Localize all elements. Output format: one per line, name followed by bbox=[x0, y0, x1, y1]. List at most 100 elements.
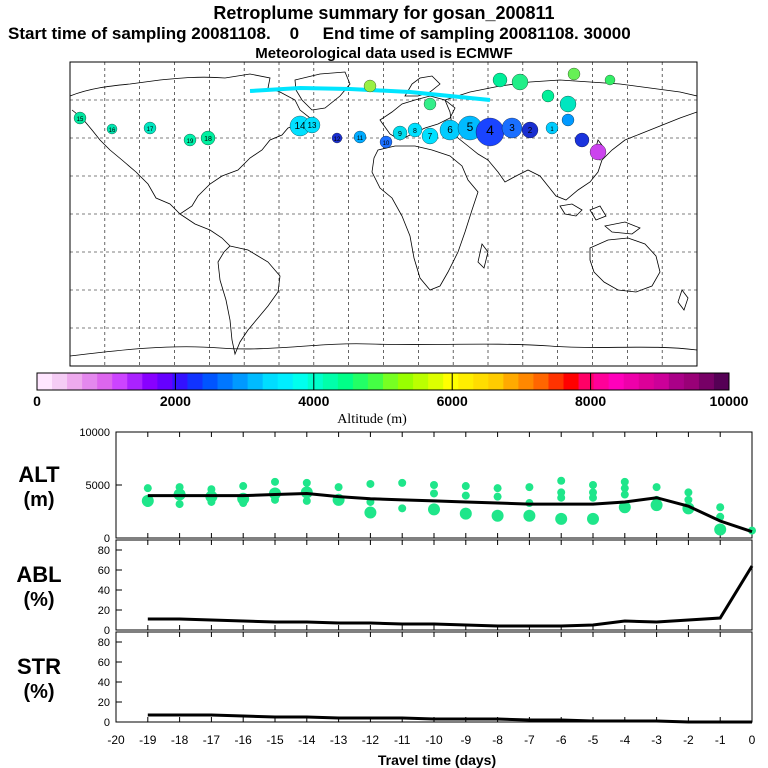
colorbar-swatch bbox=[518, 373, 534, 390]
colorbar-swatch bbox=[653, 373, 670, 390]
met-data-label: Meteorological data used is ECMWF bbox=[255, 45, 513, 62]
map-marker-label: 12 bbox=[334, 137, 341, 143]
panel-alt: 10000 5000 0 ALT(m) bbox=[18, 427, 756, 545]
altitude-point bbox=[557, 493, 566, 502]
colorbar-tick-label: 6000 bbox=[437, 393, 468, 409]
map-plume-marker bbox=[331, 132, 343, 144]
map-marker-label: 5 bbox=[467, 120, 474, 134]
map-plume-marker bbox=[423, 97, 437, 111]
map-marker-label: 19 bbox=[187, 139, 194, 145]
altitude-point bbox=[271, 477, 279, 486]
colorbar-swatch bbox=[262, 373, 279, 390]
colorbar-swatch bbox=[82, 373, 98, 390]
x-tick-label: -5 bbox=[588, 733, 599, 747]
colorbar-swatch bbox=[112, 373, 128, 390]
map-marker-label: 18 bbox=[204, 136, 212, 143]
x-tick-label: -3 bbox=[651, 733, 662, 747]
altitude-point bbox=[620, 477, 629, 486]
altitude-point bbox=[364, 506, 377, 519]
map-plume-marker bbox=[604, 74, 616, 86]
start-time-label: Start time of sampling 20081108. bbox=[8, 24, 271, 43]
panel-yunit: (%) bbox=[23, 681, 54, 703]
map-marker-label: 9 bbox=[398, 131, 402, 138]
colorbar-swatch bbox=[127, 373, 143, 390]
x-axis-label: Travel time (days) bbox=[378, 752, 496, 768]
map-plume-marker bbox=[545, 121, 559, 135]
altitude-point bbox=[398, 478, 407, 487]
colorbar-swatch bbox=[668, 373, 685, 390]
colorbar-swatch bbox=[232, 373, 249, 390]
altitude-point bbox=[684, 488, 693, 497]
x-tick-label: -11 bbox=[394, 733, 411, 747]
map-plume-marker bbox=[392, 125, 408, 141]
altitude-point bbox=[557, 476, 566, 485]
map-plume-marker bbox=[353, 130, 367, 144]
altitude-point bbox=[239, 482, 248, 491]
colorbar-swatch bbox=[277, 373, 294, 390]
altitude-point bbox=[491, 509, 504, 522]
x-tick-label: -9 bbox=[460, 733, 471, 747]
colorbar-swatch bbox=[473, 373, 489, 390]
map-plume-marker bbox=[303, 116, 321, 134]
colorbar-tick-label: 10000 bbox=[710, 393, 749, 409]
time-series-panels: 1000050000ALT(m)806040200ABL(%)806040200… bbox=[16, 427, 756, 747]
colorbar-swatch bbox=[428, 373, 444, 390]
map-plume-marker bbox=[73, 111, 87, 125]
altitude-point bbox=[555, 512, 568, 525]
colorbar-label: Altitude (m) bbox=[337, 412, 407, 427]
map-marker-label: 17 bbox=[147, 127, 154, 133]
colorbar-swatch bbox=[307, 373, 324, 390]
colorbar-swatch bbox=[172, 373, 188, 390]
altitude-point bbox=[461, 491, 470, 500]
altitude-point bbox=[589, 481, 597, 489]
panel-ylabel: STR bbox=[17, 654, 61, 679]
colorbar-swatch bbox=[713, 373, 730, 390]
altitude-point bbox=[525, 483, 534, 492]
map-marker-label: 1 bbox=[550, 127, 554, 133]
map-plume-marker bbox=[200, 130, 216, 146]
altitude-point bbox=[334, 483, 343, 492]
panel-yunit: (m) bbox=[23, 489, 54, 511]
map-plume-marker bbox=[407, 122, 423, 138]
map-plume-marker bbox=[541, 89, 555, 103]
map-marker-label: 2 bbox=[528, 126, 533, 135]
altitude-colorbar: 0 2000 4000 6000 8000 10000 bbox=[33, 372, 749, 409]
map-plume-marker bbox=[567, 67, 581, 81]
map-marker-label: 4 bbox=[486, 122, 494, 138]
colorbar-swatch bbox=[623, 373, 640, 390]
altitude-point bbox=[459, 507, 472, 520]
panel-str: 80 60 40 20 0 STR(%) bbox=[17, 631, 753, 729]
colorbar-swatch bbox=[337, 373, 354, 390]
sampling-times: Start time of sampling 20081108. 0 End t… bbox=[8, 24, 768, 44]
map-marker-label: 11 bbox=[357, 136, 364, 142]
colorbar-swatch bbox=[352, 373, 369, 390]
map-marker-label: 13 bbox=[308, 121, 317, 130]
altitude-point bbox=[302, 478, 311, 487]
map-plume-marker bbox=[143, 121, 157, 135]
altitude-point bbox=[589, 493, 597, 502]
altitude-point bbox=[428, 503, 440, 516]
colorbar-tick-label: 0 bbox=[33, 393, 41, 409]
start-time-value: 0 bbox=[289, 24, 300, 43]
altitude-point bbox=[430, 481, 438, 489]
map-marker-label: 10 bbox=[383, 141, 390, 147]
series-line bbox=[147, 491, 753, 534]
colorbar-swatch bbox=[292, 373, 309, 390]
map-plume-marker bbox=[559, 95, 577, 113]
colorbar-swatch bbox=[37, 373, 53, 390]
colorbar-swatch bbox=[608, 373, 625, 390]
y-tick-label: 80 bbox=[98, 637, 110, 649]
colorbar-swatch bbox=[593, 373, 610, 390]
altitude-point bbox=[618, 501, 631, 514]
colorbar-swatch bbox=[548, 373, 565, 390]
colorbar-swatch bbox=[698, 373, 715, 390]
altitude-point bbox=[430, 489, 438, 498]
series-line bbox=[147, 565, 754, 628]
panel-ylabel: ABL bbox=[16, 562, 61, 587]
y-tick-label: 10000 bbox=[79, 427, 110, 439]
map-plume-marker bbox=[574, 132, 590, 148]
x-tick-label: -15 bbox=[266, 733, 284, 747]
colorbar-swatch bbox=[488, 373, 504, 390]
map-marker-label: 16 bbox=[109, 128, 116, 134]
x-tick-label: -20 bbox=[107, 733, 125, 747]
